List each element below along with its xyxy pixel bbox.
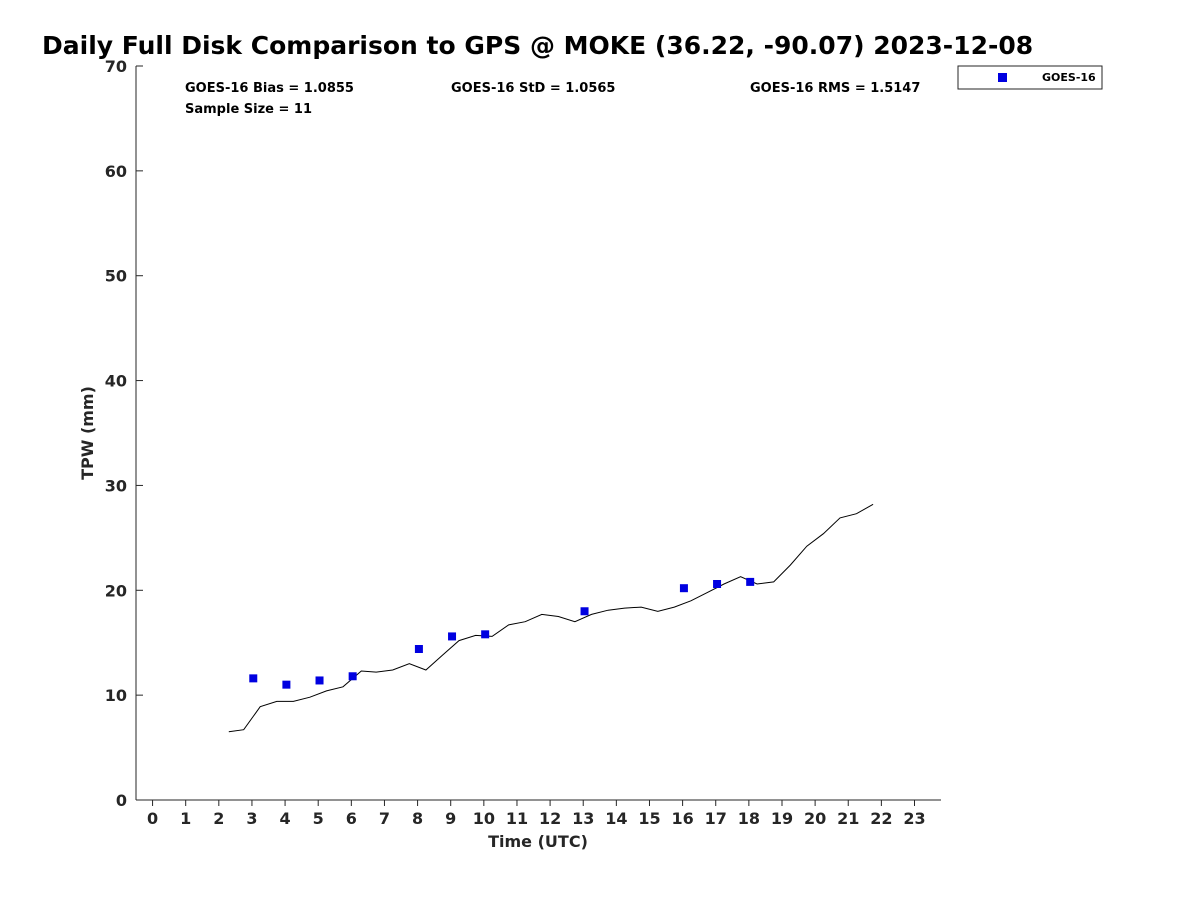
std-stat: GOES-16 StD = 1.0565	[451, 81, 615, 96]
goes16-point	[448, 632, 457, 641]
legend: GOES-16	[957, 65, 1103, 90]
x-axis-label: Time (UTC)	[488, 832, 588, 851]
goes16-point	[580, 607, 589, 616]
x-ticks: 0 1 2 3 4 5 6 7 8 9 10 11 12 13 14 15 16 17 18 19 20 21 22 23	[147, 800, 926, 828]
x-tick-label: 11	[506, 809, 528, 828]
x-tick-label: 15	[638, 809, 660, 828]
goes16-point	[315, 676, 324, 685]
x-tick-label: 19	[771, 809, 793, 828]
y-tick-label: 60	[105, 162, 127, 181]
series-layer	[228, 503, 874, 733]
y-tick-label: 70	[105, 57, 127, 76]
x-tick-label: 0	[147, 809, 158, 828]
bias-stat: GOES-16 Bias = 1.0855	[185, 81, 354, 96]
x-tick-label: 12	[539, 809, 561, 828]
x-tick-label: 7	[379, 809, 390, 828]
x-tick-label: 14	[605, 809, 627, 828]
plot-axes	[135, 66, 941, 801]
goes16-point	[679, 584, 688, 593]
y-tick-label: 40	[105, 372, 127, 391]
sample-size-stat: Sample Size = 11	[185, 102, 312, 117]
x-tick-label: 4	[280, 809, 291, 828]
x-tick-label: 8	[412, 809, 423, 828]
y-axis-label: TPW (mm)	[78, 386, 97, 480]
y-tick-label: 30	[105, 476, 127, 495]
y-tick-label: 10	[105, 686, 127, 705]
goes16-point	[481, 630, 490, 639]
legend-marker	[998, 73, 1007, 82]
x-tick-label: 13	[572, 809, 594, 828]
goes16-point	[348, 672, 357, 681]
x-tick-label: 22	[870, 809, 892, 828]
legend-box	[957, 65, 1103, 90]
x-tick-label: 9	[445, 809, 456, 828]
x-tick-label: 1	[180, 809, 191, 828]
y-ticks: 0 10 20 30 40 50 60 70	[105, 57, 143, 810]
x-tick-label: 10	[473, 809, 495, 828]
goes16-point	[282, 680, 291, 689]
x-tick-label: 23	[903, 809, 925, 828]
y-tick-label: 20	[105, 581, 127, 600]
x-tick-label: 6	[346, 809, 357, 828]
x-tick-label: 20	[804, 809, 826, 828]
x-tick-label: 17	[705, 809, 727, 828]
rms-stat: GOES-16 RMS = 1.5147	[750, 81, 920, 96]
legend-label: GOES-16	[1042, 71, 1096, 84]
x-tick-label: 21	[837, 809, 859, 828]
x-tick-label: 18	[738, 809, 760, 828]
goes16-point	[746, 577, 755, 586]
y-tick-label: 0	[116, 791, 127, 810]
x-tick-label: 2	[213, 809, 224, 828]
chart-title: Daily Full Disk Comparison to GPS @ MOKE…	[42, 31, 1033, 60]
y-tick-label: 50	[105, 267, 127, 286]
x-tick-label: 3	[246, 809, 257, 828]
goes16-point	[249, 674, 258, 683]
gps-tpw-line	[228, 503, 874, 733]
goes16-point	[414, 645, 423, 654]
x-tick-label: 16	[671, 809, 693, 828]
goes16-point	[713, 579, 722, 588]
x-tick-label: 5	[313, 809, 324, 828]
